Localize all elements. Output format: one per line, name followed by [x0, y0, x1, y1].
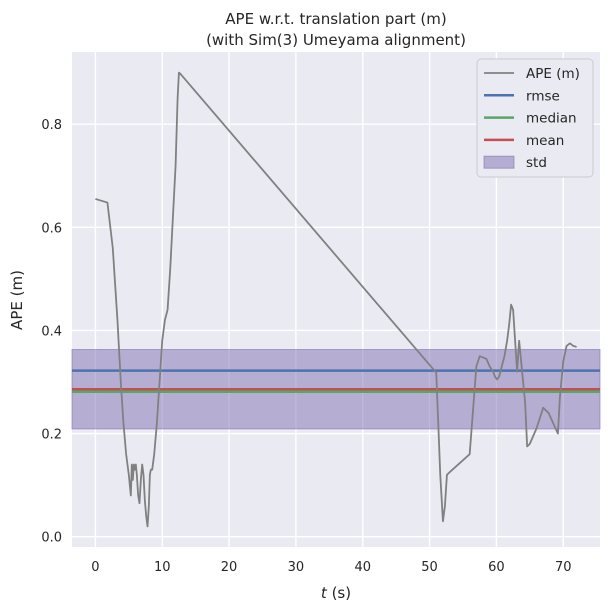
y-axis-label: APE (m)	[8, 270, 26, 330]
x-axis-label-unit: (s)	[332, 584, 352, 602]
legend-label-mean: mean	[526, 133, 564, 149]
x-tick-label-7: 70	[555, 560, 572, 575]
ape-series-line	[95, 71, 577, 528]
y-tick-labels: 0.0 0.2 0.4 0.6 0.8	[41, 118, 62, 546]
y-tick-label-4: 0.8	[41, 118, 62, 133]
x-tick-label-5: 50	[421, 560, 438, 575]
legend-swatch-std	[483, 155, 515, 169]
x-tick-label-2: 20	[221, 560, 238, 575]
x-tick-label-0: 0	[91, 560, 99, 575]
x-tick-label-1: 10	[154, 560, 171, 575]
legend-box	[476, 58, 594, 178]
x-axis-label-variable: t	[321, 584, 328, 602]
legend-label-median: median	[526, 111, 577, 127]
legend-label-rmse: rmse	[526, 88, 560, 104]
x-tick-labels: 0 10 20 30 40 50 60 70	[91, 560, 571, 575]
legend: APE (m) rmse median mean std	[476, 58, 594, 178]
y-tick-label-2: 0.4	[41, 324, 62, 339]
x-tick-label-3: 30	[288, 560, 305, 575]
y-tick-label-1: 0.2	[41, 428, 62, 443]
x-tick-label-4: 40	[354, 560, 371, 575]
y-tick-label-0: 0.0	[41, 531, 62, 546]
legend-label-ape: APE (m)	[526, 66, 580, 82]
chart-title-line-2: (with Sim(3) Umeyama alignment)	[206, 31, 466, 49]
chart-title-line-1: APE w.r.t. translation part (m)	[225, 10, 446, 28]
legend-label-std: std	[526, 155, 547, 171]
x-axis-label: t (s)	[321, 584, 351, 602]
x-tick-label-6: 60	[488, 560, 505, 575]
y-tick-label-3: 0.6	[41, 221, 62, 236]
